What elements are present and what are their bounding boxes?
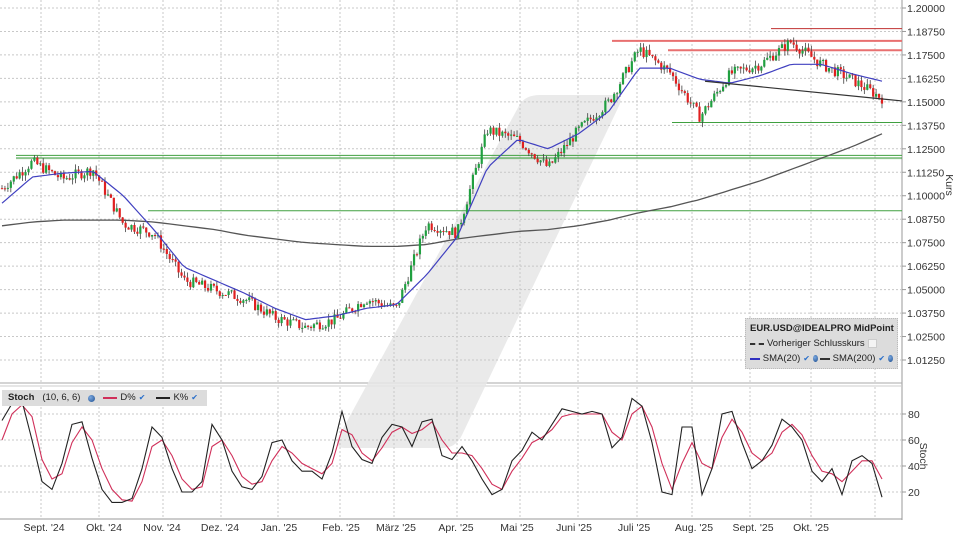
price-tick-label: 1.01250 xyxy=(907,355,945,367)
date-tick-label: Jan. '25 xyxy=(261,522,298,534)
price-tick-label: 1.03750 xyxy=(907,308,945,320)
price-tick-label: 1.20000 xyxy=(907,3,945,15)
legend-prev-close-row: Vorheriger Schlusskurs xyxy=(750,336,893,351)
dashed-line-swatch-icon xyxy=(750,342,764,345)
sma200-line xyxy=(1,133,883,248)
globe-icon[interactable] xyxy=(888,355,893,362)
price-tick-label: 1.06250 xyxy=(907,261,945,273)
price-tick-label: 1.10000 xyxy=(907,191,945,203)
sma200-swatch-icon xyxy=(819,357,830,360)
checkmark-icon[interactable]: ✔ xyxy=(191,393,198,402)
date-tick-label: Sept. '25 xyxy=(732,522,773,534)
checkmark-icon[interactable]: ✔ xyxy=(803,354,810,363)
date-tick-label: Juli '25 xyxy=(618,522,651,534)
date-tick-label: Okt. '25 xyxy=(793,522,829,534)
checkmark-icon[interactable]: ✔ xyxy=(878,354,886,363)
d-label: D% xyxy=(120,392,136,403)
checkbox-unchecked-icon[interactable] xyxy=(867,339,877,348)
stoch-d-legend: D% ✔ xyxy=(103,390,148,406)
date-tick-label: Aug. '25 xyxy=(675,522,713,534)
date-tick-label: Feb. '25 xyxy=(322,522,360,534)
date-tick-label: Mai '25 xyxy=(500,522,534,534)
price-tick-label: 1.15000 xyxy=(907,97,945,109)
stoch-title: Stoch xyxy=(8,392,35,403)
stoch-k-line xyxy=(1,397,883,503)
date-tick-label: Dez. '24 xyxy=(201,522,239,534)
candles xyxy=(0,37,884,333)
d-line-swatch-icon xyxy=(103,397,118,399)
stoch-tick-label: 80 xyxy=(908,409,920,421)
price-tick-label: 1.11250 xyxy=(907,167,944,179)
stoch-tick-label: 60 xyxy=(908,435,920,447)
date-tick-label: Okt. '24 xyxy=(86,522,122,534)
legend-sma-row: SMA(20) ✔ SMA(200) ✔ xyxy=(750,351,893,366)
price-tick-label: 1.07500 xyxy=(907,238,945,250)
stoch-k-legend: K% ✔ xyxy=(156,390,201,406)
price-tick-label: 1.16250 xyxy=(907,73,945,85)
date-tick-label: Apr. '25 xyxy=(438,522,473,534)
price-tick-label: 1.18750 xyxy=(907,26,945,38)
trendline xyxy=(704,80,903,102)
sma20-line xyxy=(1,63,883,321)
price-tick-label: 1.05000 xyxy=(907,285,945,297)
legend-sma200: SMA(200) xyxy=(832,353,876,364)
price-tick-label: 1.13750 xyxy=(907,120,945,132)
date-tick-label: Sept. '24 xyxy=(23,522,64,534)
stoch-legend: Stoch (10, 6, 6) D% ✔ K% ✔ xyxy=(2,390,207,406)
price-axis-title: Kurs xyxy=(943,174,955,196)
legend-prev-close: Vorheriger Schlusskurs xyxy=(767,338,865,349)
date-tick-label: Nov. '24 xyxy=(143,522,181,534)
date-tick-label: Juni '25 xyxy=(556,522,592,534)
stoch-axis-title: Stoch xyxy=(917,443,929,470)
sma20-swatch-icon xyxy=(750,357,760,360)
stoch-params: (10, 6, 6) xyxy=(42,392,81,403)
legend-symbol: EUR.USD@IDEALPRO MidPoint xyxy=(750,323,894,334)
main-legend: EUR.USD@IDEALPRO MidPoint Vorheriger Sch… xyxy=(745,318,898,369)
price-tick-label: 1.17500 xyxy=(907,50,945,62)
globe-icon[interactable] xyxy=(88,394,96,402)
globe-icon[interactable] xyxy=(812,355,818,362)
stoch-tick-label: 20 xyxy=(908,487,920,499)
price-tick-label: 1.08750 xyxy=(907,214,945,226)
legend-symbol-row: EUR.USD@IDEALPRO MidPoint xyxy=(750,321,894,336)
date-tick-label: März '25 xyxy=(376,522,416,534)
legend-sma20: SMA(20) xyxy=(762,353,801,364)
k-line-swatch-icon xyxy=(156,397,171,399)
stoch-tick-label: 40 xyxy=(908,461,920,473)
k-label: K% xyxy=(173,392,189,403)
checkmark-icon[interactable]: ✔ xyxy=(138,393,146,402)
price-tick-label: 1.02500 xyxy=(907,332,945,344)
price-tick-label: 1.12500 xyxy=(907,144,945,156)
